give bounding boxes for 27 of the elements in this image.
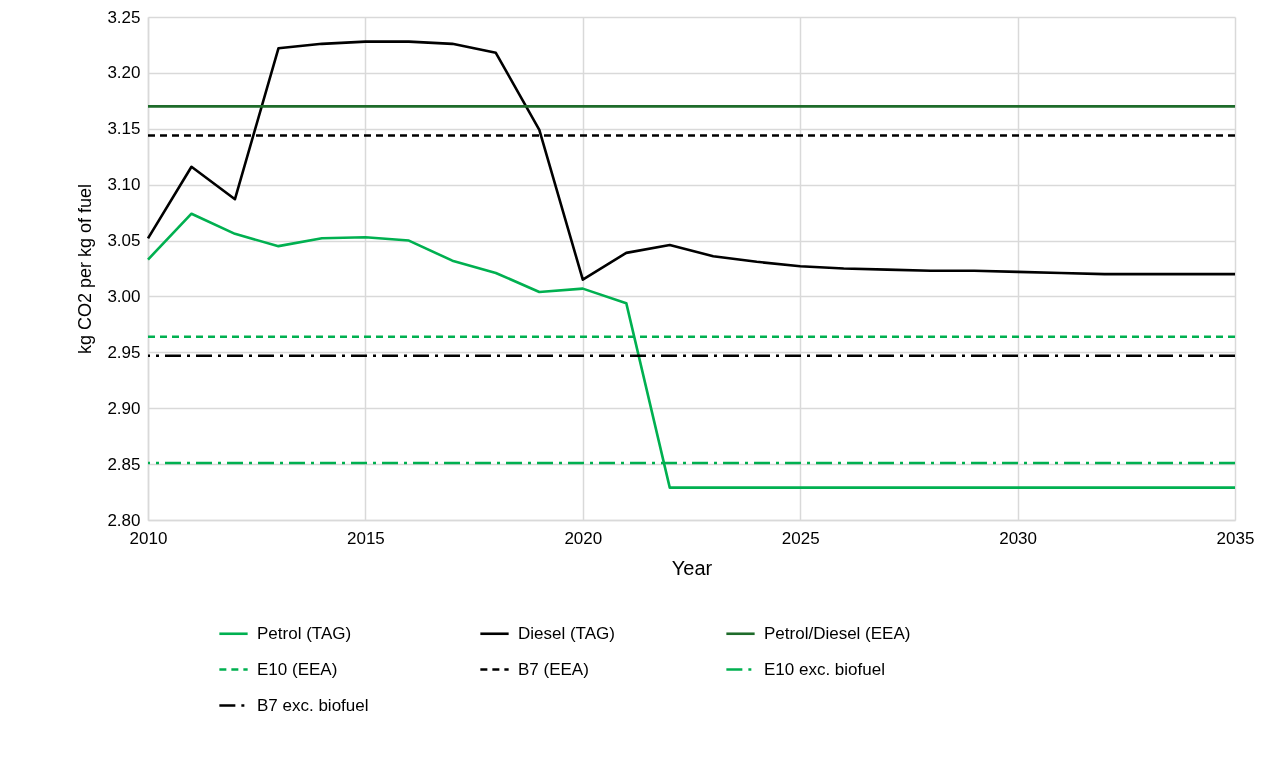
legend-label: B7 (EEA) bbox=[518, 659, 589, 679]
x-tick-label: 2035 bbox=[1216, 528, 1255, 548]
y-tick-label: 3.15 bbox=[107, 119, 141, 139]
y-tick-label: 2.95 bbox=[107, 342, 141, 362]
legend-label: Petrol (TAG) bbox=[257, 623, 352, 643]
y-axis-title: kg CO2 per kg of fuel bbox=[75, 183, 96, 355]
x-tick-label: 2025 bbox=[781, 528, 820, 548]
legend-label: B7 exc. biofuel bbox=[257, 695, 369, 715]
x-axis-title: Year bbox=[671, 556, 713, 579]
legend-label: Petrol/Diesel (EEA) bbox=[764, 623, 911, 643]
y-tick-label: 3.00 bbox=[107, 286, 141, 306]
line-series bbox=[146, 40, 1237, 281]
y-tick-label: 3.05 bbox=[107, 231, 141, 251]
legend-label: Diesel (TAG) bbox=[518, 623, 615, 643]
legend-label: E10 (EEA) bbox=[257, 659, 338, 679]
x-tick-label: 2015 bbox=[346, 528, 385, 548]
legend-label: E10 exc. biofuel bbox=[764, 659, 885, 679]
y-tick-label: 3.10 bbox=[107, 175, 141, 195]
x-tick-label: 2020 bbox=[564, 528, 603, 548]
y-tick-label: 2.90 bbox=[107, 398, 141, 418]
y-tick-label: 2.80 bbox=[107, 510, 141, 530]
x-tick-label: 2010 bbox=[129, 528, 168, 548]
y-tick-label: 3.20 bbox=[107, 63, 141, 83]
x-tick-label: 2030 bbox=[999, 528, 1038, 548]
y-tick-label: 2.85 bbox=[107, 454, 141, 474]
line-series bbox=[146, 212, 1237, 489]
y-tick-label: 3.25 bbox=[107, 7, 141, 27]
